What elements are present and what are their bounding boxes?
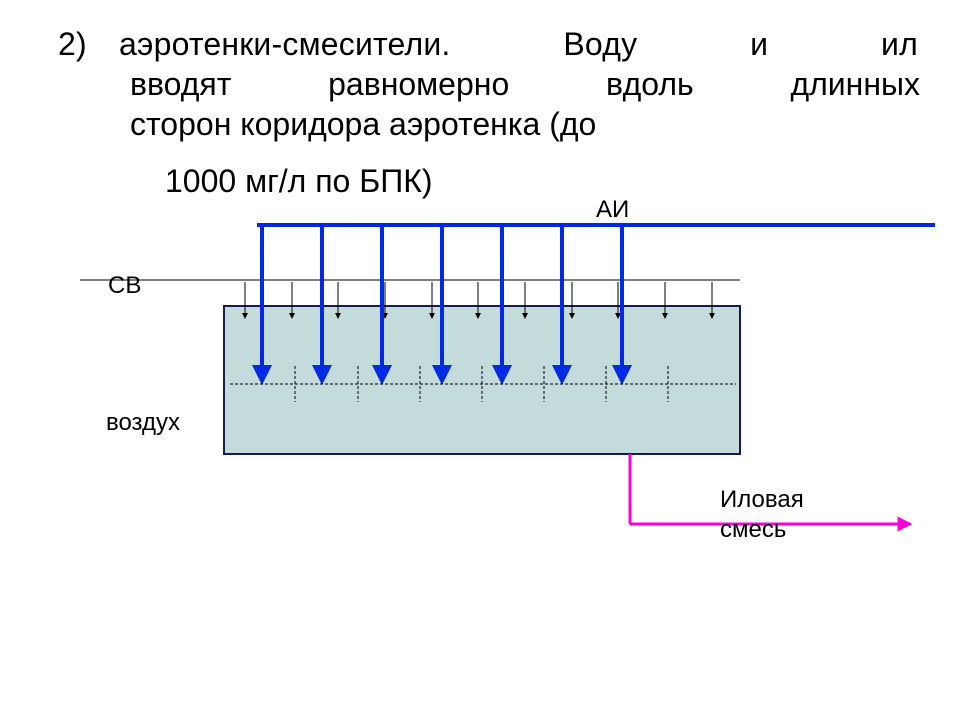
label-sludge-2: смесь [720, 516, 786, 544]
label-ai: АИ [596, 196, 629, 224]
label-sv: СВ [108, 272, 141, 300]
diagram-svg [0, 0, 960, 720]
label-air: воздух [106, 409, 180, 437]
label-sludge-1: Иловая [720, 486, 804, 514]
